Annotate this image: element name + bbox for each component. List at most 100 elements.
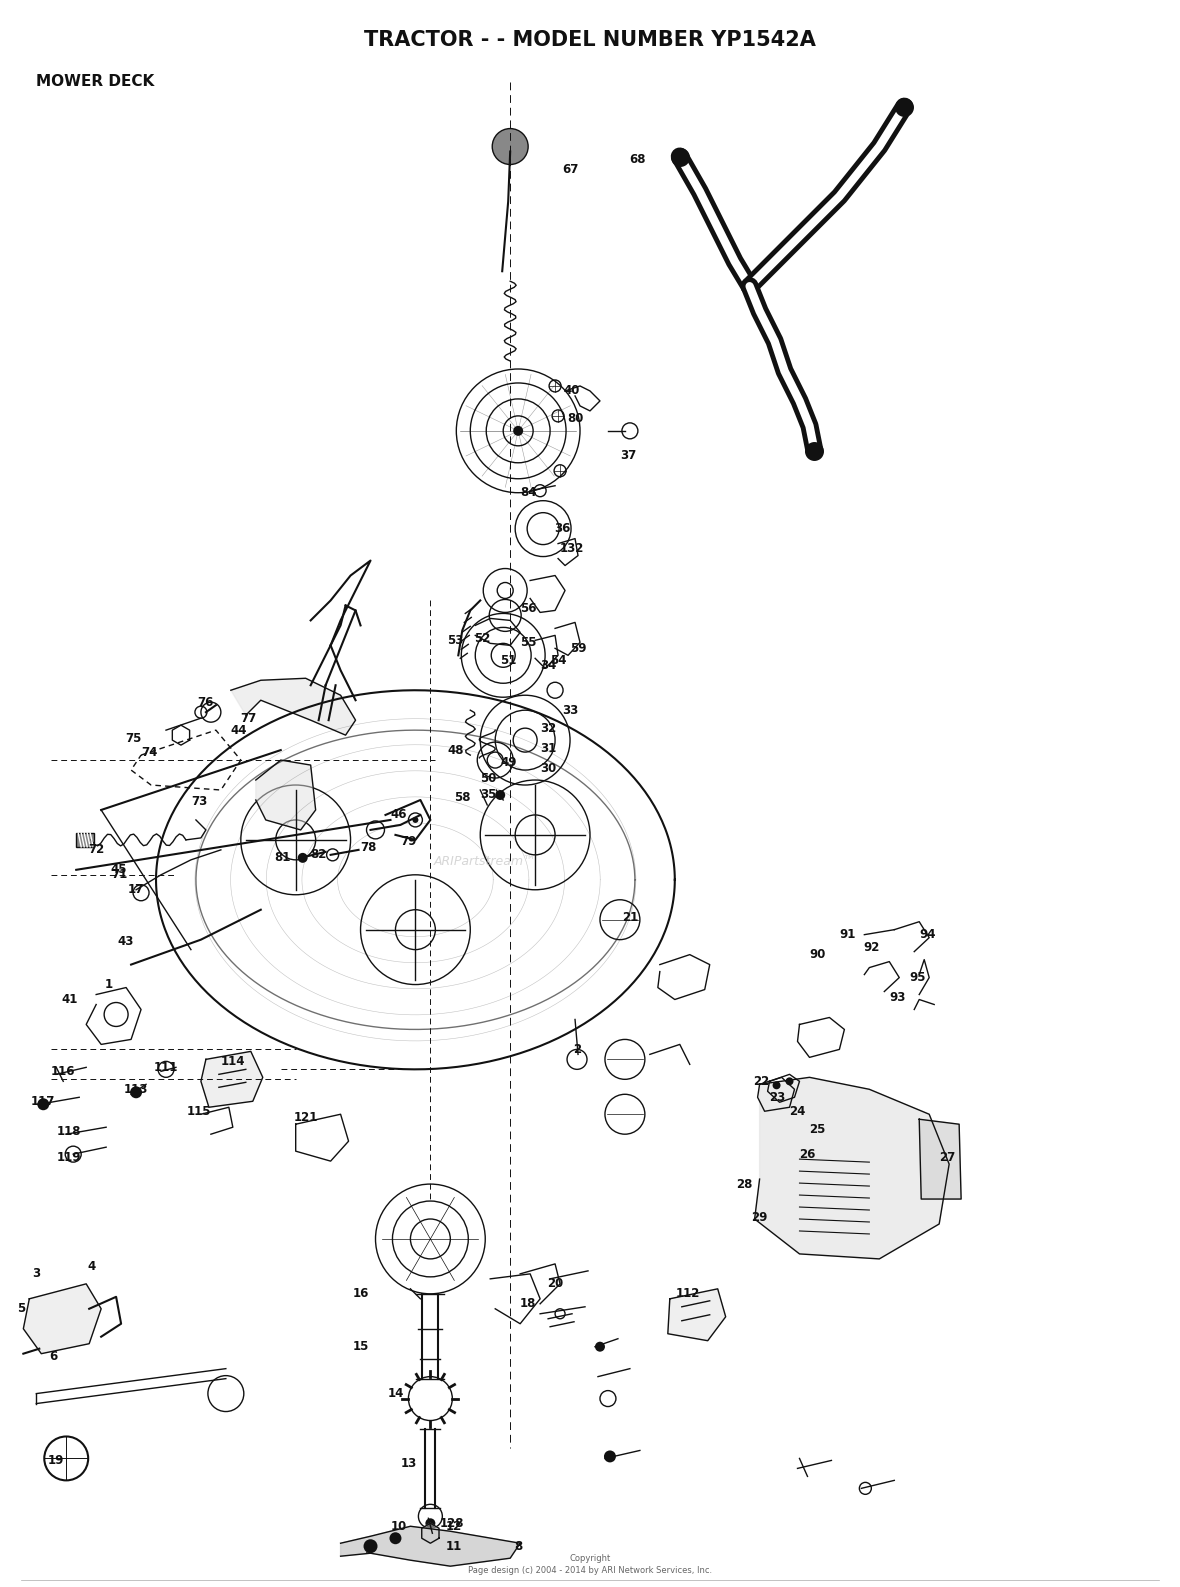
Text: 5: 5 [18,1303,26,1316]
Text: 32: 32 [540,722,556,735]
Text: 9: 9 [365,1544,373,1557]
Text: Copyright: Copyright [570,1554,610,1563]
Text: 119: 119 [57,1151,81,1163]
Text: 25: 25 [809,1122,826,1136]
Circle shape [786,1078,793,1086]
Text: 59: 59 [570,641,586,655]
Text: 128: 128 [440,1517,465,1530]
Text: 4: 4 [87,1260,96,1273]
Text: 23: 23 [769,1090,786,1105]
Polygon shape [256,760,315,830]
Polygon shape [668,1289,726,1341]
Polygon shape [919,1119,962,1200]
Text: 18: 18 [520,1297,537,1311]
Text: 52: 52 [474,632,491,644]
Text: 72: 72 [88,843,104,857]
Text: 21: 21 [622,911,638,924]
Text: 132: 132 [559,543,584,555]
Text: 11: 11 [445,1539,461,1552]
Text: 114: 114 [221,1055,245,1068]
Text: 116: 116 [51,1065,76,1078]
Text: 51: 51 [500,654,517,667]
Polygon shape [755,1078,949,1258]
Text: 45: 45 [111,863,127,876]
Text: 50: 50 [480,771,497,784]
Text: 76: 76 [198,695,214,709]
Circle shape [413,817,419,824]
Text: 28: 28 [736,1178,753,1190]
Text: 92: 92 [863,941,879,954]
Circle shape [513,425,523,436]
Text: 84: 84 [520,486,537,500]
Text: 118: 118 [57,1125,81,1138]
Text: 49: 49 [500,755,517,768]
Text: 13: 13 [400,1457,417,1470]
Text: 12: 12 [445,1520,461,1533]
Text: 67: 67 [562,163,578,176]
Text: 15: 15 [353,1339,368,1354]
Circle shape [425,1519,435,1528]
Circle shape [773,1081,780,1089]
Text: 90: 90 [809,947,826,962]
Text: 121: 121 [294,1111,317,1124]
Polygon shape [201,1052,263,1108]
Text: 48: 48 [447,744,464,757]
Text: 6: 6 [50,1351,58,1363]
Text: 41: 41 [61,993,78,1006]
Text: 74: 74 [140,746,157,759]
Text: 34: 34 [540,659,556,671]
Text: 30: 30 [540,762,556,774]
Text: 44: 44 [230,724,247,736]
Text: 19: 19 [48,1454,65,1466]
Circle shape [492,129,529,165]
Text: 2: 2 [573,1043,581,1055]
Polygon shape [231,678,355,735]
Text: 43: 43 [118,935,135,947]
Text: 56: 56 [520,601,537,614]
Text: 82: 82 [310,849,327,862]
Text: 33: 33 [562,703,578,717]
Text: 78: 78 [360,841,376,854]
Text: 36: 36 [553,522,570,535]
Circle shape [604,1451,616,1463]
Text: 17: 17 [127,884,144,897]
Text: 16: 16 [353,1287,368,1300]
Text: 91: 91 [839,928,855,941]
Text: 8: 8 [514,1539,523,1552]
Text: 81: 81 [275,851,291,865]
Circle shape [363,1539,378,1554]
Text: MOWER DECK: MOWER DECK [37,75,155,89]
Text: 10: 10 [391,1520,407,1533]
Circle shape [130,1087,142,1098]
Text: 37: 37 [620,449,636,462]
Text: 58: 58 [454,792,471,805]
Text: 115: 115 [186,1105,211,1117]
Text: 22: 22 [754,1074,769,1087]
Circle shape [297,852,308,863]
Text: 55: 55 [520,636,537,649]
Text: Page design (c) 2004 - 2014 by ARI Network Services, Inc.: Page design (c) 2004 - 2014 by ARI Netwo… [468,1566,712,1574]
Text: 95: 95 [909,971,925,984]
Text: 20: 20 [548,1278,563,1290]
Text: 77: 77 [241,711,257,725]
Text: 46: 46 [391,808,407,822]
Text: 53: 53 [447,633,464,647]
Text: ARIPartstream™: ARIPartstream™ [434,855,537,868]
Text: 68: 68 [630,152,647,167]
Text: 14: 14 [387,1387,404,1400]
Text: TRACTOR - - MODEL NUMBER YP1542A: TRACTOR - - MODEL NUMBER YP1542A [365,30,815,49]
Circle shape [389,1533,401,1544]
Text: 40: 40 [564,384,581,397]
Text: 1: 1 [105,978,113,990]
Text: 111: 111 [153,1060,178,1074]
Text: 75: 75 [125,732,142,744]
Text: 35: 35 [480,789,497,801]
Circle shape [595,1341,605,1352]
Text: 73: 73 [191,795,206,808]
Circle shape [38,1098,50,1111]
Text: 79: 79 [400,835,417,849]
Text: 24: 24 [789,1105,806,1117]
Text: 3: 3 [32,1268,40,1281]
Polygon shape [24,1284,101,1354]
Text: 29: 29 [752,1211,768,1224]
